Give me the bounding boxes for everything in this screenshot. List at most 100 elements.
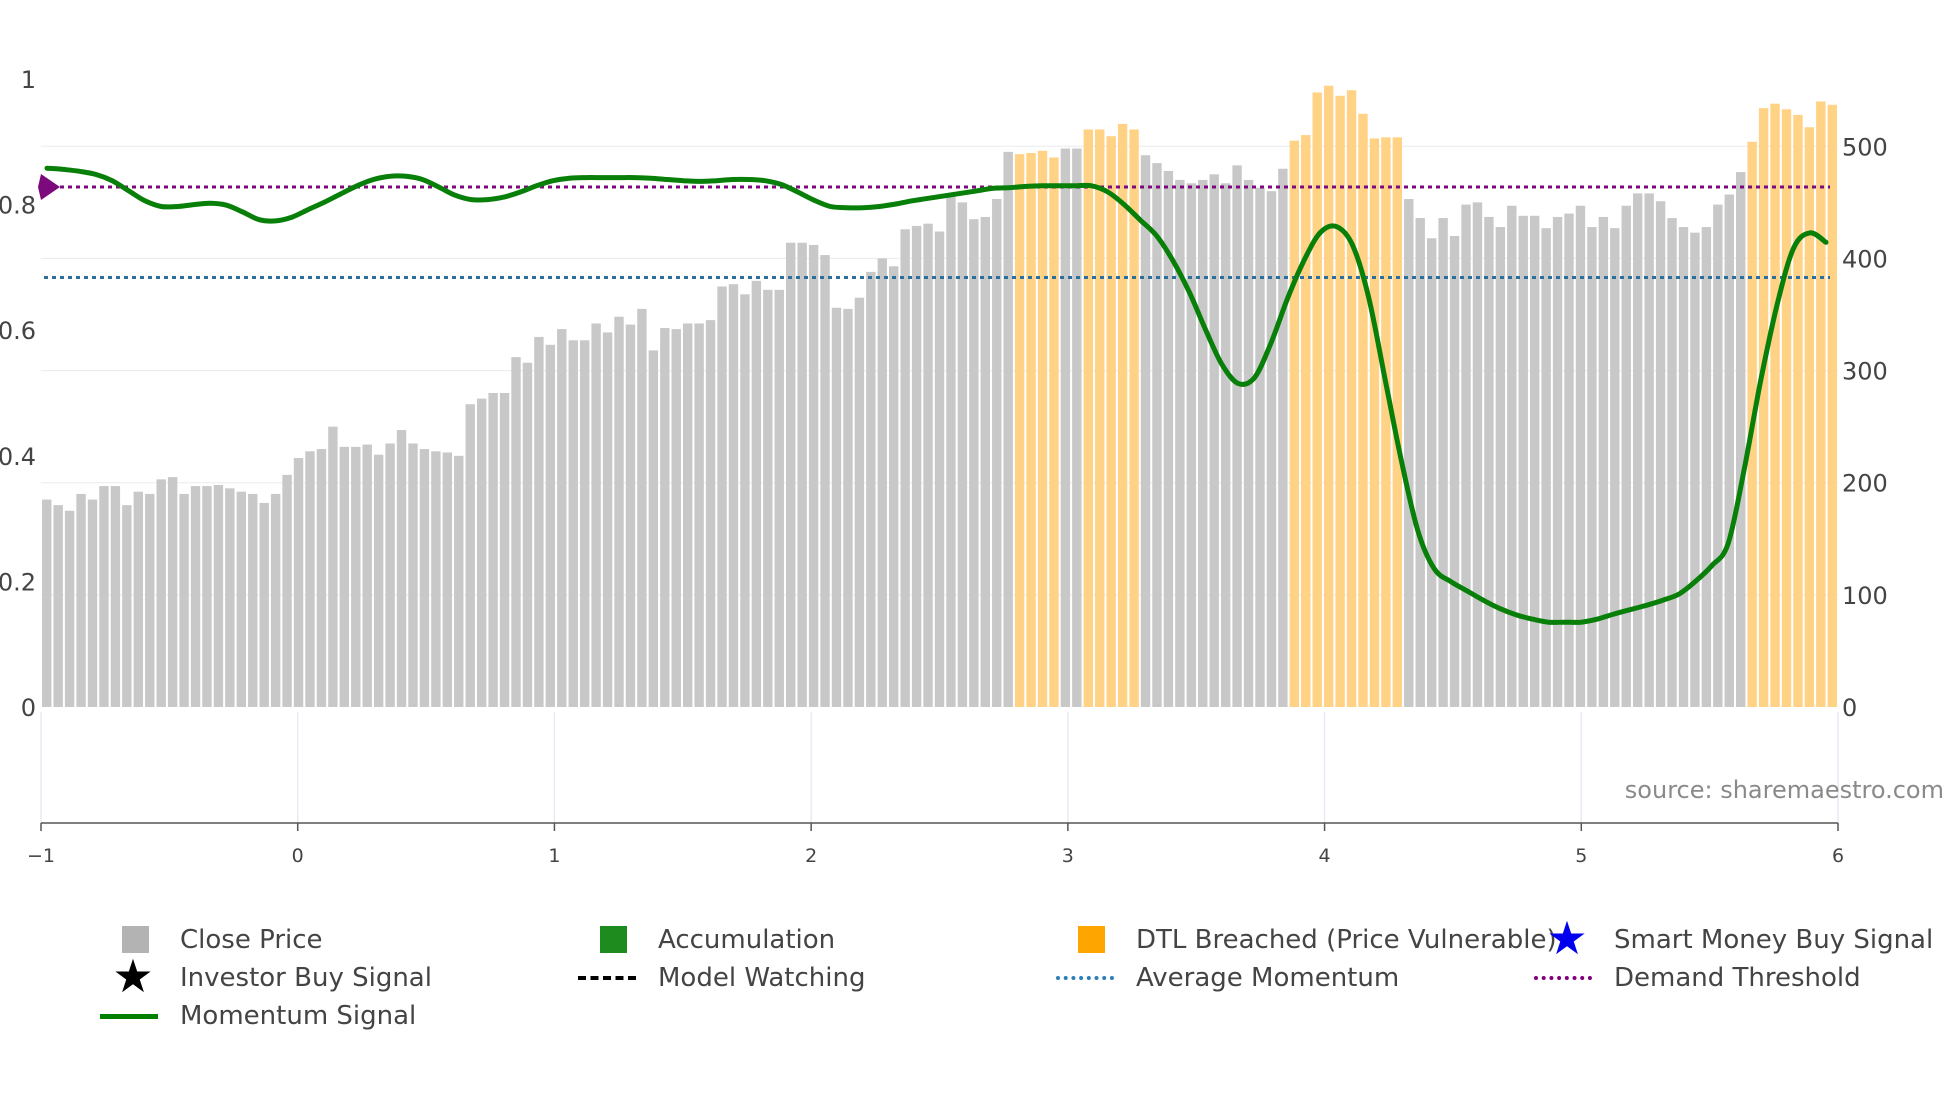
- close-price-bar: [1598, 216, 1609, 707]
- close-price-bar: [190, 486, 201, 707]
- close-price-bars: [42, 85, 1837, 708]
- dtl-breached-bar: [1758, 108, 1769, 707]
- close-price-bar: [167, 477, 178, 707]
- close-price-bar: [511, 357, 521, 707]
- y-right-tick-label: 100: [1842, 582, 1888, 610]
- close-price-bar: [133, 491, 143, 707]
- close-price-bar: [831, 307, 842, 707]
- close-price-bar: [522, 362, 533, 707]
- close-price-bar: [396, 430, 407, 707]
- y-right-tick-label: 0: [1842, 694, 1857, 722]
- close-price-bar: [499, 393, 510, 707]
- close-price-bar: [625, 324, 636, 707]
- close-price-bar: [1175, 179, 1185, 707]
- dtl-breached-bar: [1816, 101, 1826, 708]
- close-price-bar: [1495, 227, 1506, 707]
- dtl-breached-bar: [1095, 129, 1105, 707]
- close-price-bar: [923, 223, 933, 707]
- close-price-bar: [969, 219, 979, 707]
- close-price-bar: [1140, 155, 1151, 707]
- close-price-bar: [1404, 198, 1414, 708]
- close-price-bar: [442, 452, 453, 707]
- dtl-breached-bar: [1381, 137, 1391, 707]
- close-price-bar: [694, 323, 704, 707]
- dtl-breached-bar: [1392, 137, 1403, 707]
- source-label: source: sharemaestro.com: [1624, 776, 1944, 804]
- y-axis-right-ticks: 0 100 200 300 400 500: [1842, 133, 1888, 722]
- x-tick-label: 3: [1062, 845, 1074, 867]
- close-price-bar: [1461, 204, 1471, 707]
- close-price-bar: [1690, 232, 1700, 707]
- close-price-bar: [557, 329, 567, 707]
- y-left-tick-label: 0.6: [0, 317, 36, 345]
- close-price-bar: [579, 340, 590, 707]
- close-price-bar: [820, 255, 830, 707]
- close-price-bar: [42, 499, 52, 707]
- dtl-breached-bar: [1049, 157, 1059, 707]
- dtl-breached-bar: [1083, 129, 1093, 707]
- close-price-bar: [763, 289, 773, 707]
- momentum-line: [44, 165, 1829, 625]
- close-price-bar: [328, 426, 338, 707]
- close-price-bar: [179, 493, 189, 707]
- close-price-bar: [1667, 218, 1677, 707]
- y-right-tick-label: 300: [1842, 358, 1888, 386]
- close-price-bar: [1060, 148, 1071, 707]
- close-price-bar: [774, 289, 784, 707]
- close-price-bar: [889, 266, 899, 707]
- close-price-bar: [1529, 215, 1540, 707]
- close-price-bar: [1552, 216, 1563, 707]
- close-price-bar: [1438, 218, 1448, 707]
- close-price-bar: [408, 443, 418, 707]
- dtl-breached-bar: [1770, 103, 1780, 708]
- close-price-bar: [648, 350, 659, 707]
- x-axis-ticks: −1 0 1 2 3 4 5 6: [27, 823, 1844, 867]
- x-tick-label: 6: [1832, 845, 1844, 867]
- dtl-breached-bar: [1037, 150, 1048, 707]
- dtl-breached-bar: [1804, 127, 1815, 708]
- dtl-breached-bar: [1301, 135, 1311, 707]
- close-price-bar: [1678, 227, 1689, 707]
- close-price-bar: [53, 505, 63, 707]
- x-tick-label: 2: [805, 845, 817, 867]
- close-price-bar: [614, 316, 624, 707]
- close-price-bar: [728, 284, 739, 707]
- y-right-tick-label: 200: [1842, 470, 1888, 498]
- dtl-breached-bar: [1827, 104, 1837, 708]
- close-price-bar: [1575, 205, 1586, 707]
- close-price-bar: [431, 451, 441, 707]
- dtl-breached-bar: [1289, 140, 1300, 707]
- close-price-bar: [877, 258, 887, 707]
- dtl-breached-bar: [1335, 95, 1345, 707]
- close-price-bar: [1633, 193, 1643, 707]
- x-tick-label: −1: [27, 845, 55, 867]
- close-price-bar: [1243, 179, 1254, 707]
- close-price-bar: [293, 458, 304, 707]
- dtl-breached-bar: [1026, 153, 1036, 707]
- close-price-bar: [1220, 183, 1231, 708]
- dtl-breached-bar: [1129, 129, 1139, 707]
- y-left-tick-label: 1: [21, 66, 36, 94]
- close-price-bar: [1426, 238, 1437, 708]
- close-price-bar: [568, 340, 578, 707]
- close-price-bar: [992, 198, 1002, 708]
- close-price-bar: [1713, 204, 1723, 707]
- close-price-bar: [362, 444, 372, 707]
- close-price-bar: [351, 446, 361, 707]
- close-price-bar: [1564, 213, 1574, 707]
- close-price-bar: [1163, 170, 1174, 707]
- close-price-bar: [1518, 215, 1528, 707]
- close-price-bar: [751, 280, 762, 707]
- reference-lines: [38, 174, 1830, 279]
- close-price-bar: [270, 493, 281, 707]
- dtl-breached-bar: [1117, 123, 1128, 708]
- close-price-bar: [419, 449, 430, 707]
- close-price-bar: [1255, 187, 1265, 707]
- y-right-tick-label: 400: [1842, 245, 1888, 273]
- close-price-bar: [1152, 163, 1162, 708]
- close-price-bar: [1587, 227, 1597, 707]
- close-price-bar: [1701, 227, 1712, 707]
- close-price-bar: [740, 294, 750, 707]
- close-price-bar: [660, 327, 670, 707]
